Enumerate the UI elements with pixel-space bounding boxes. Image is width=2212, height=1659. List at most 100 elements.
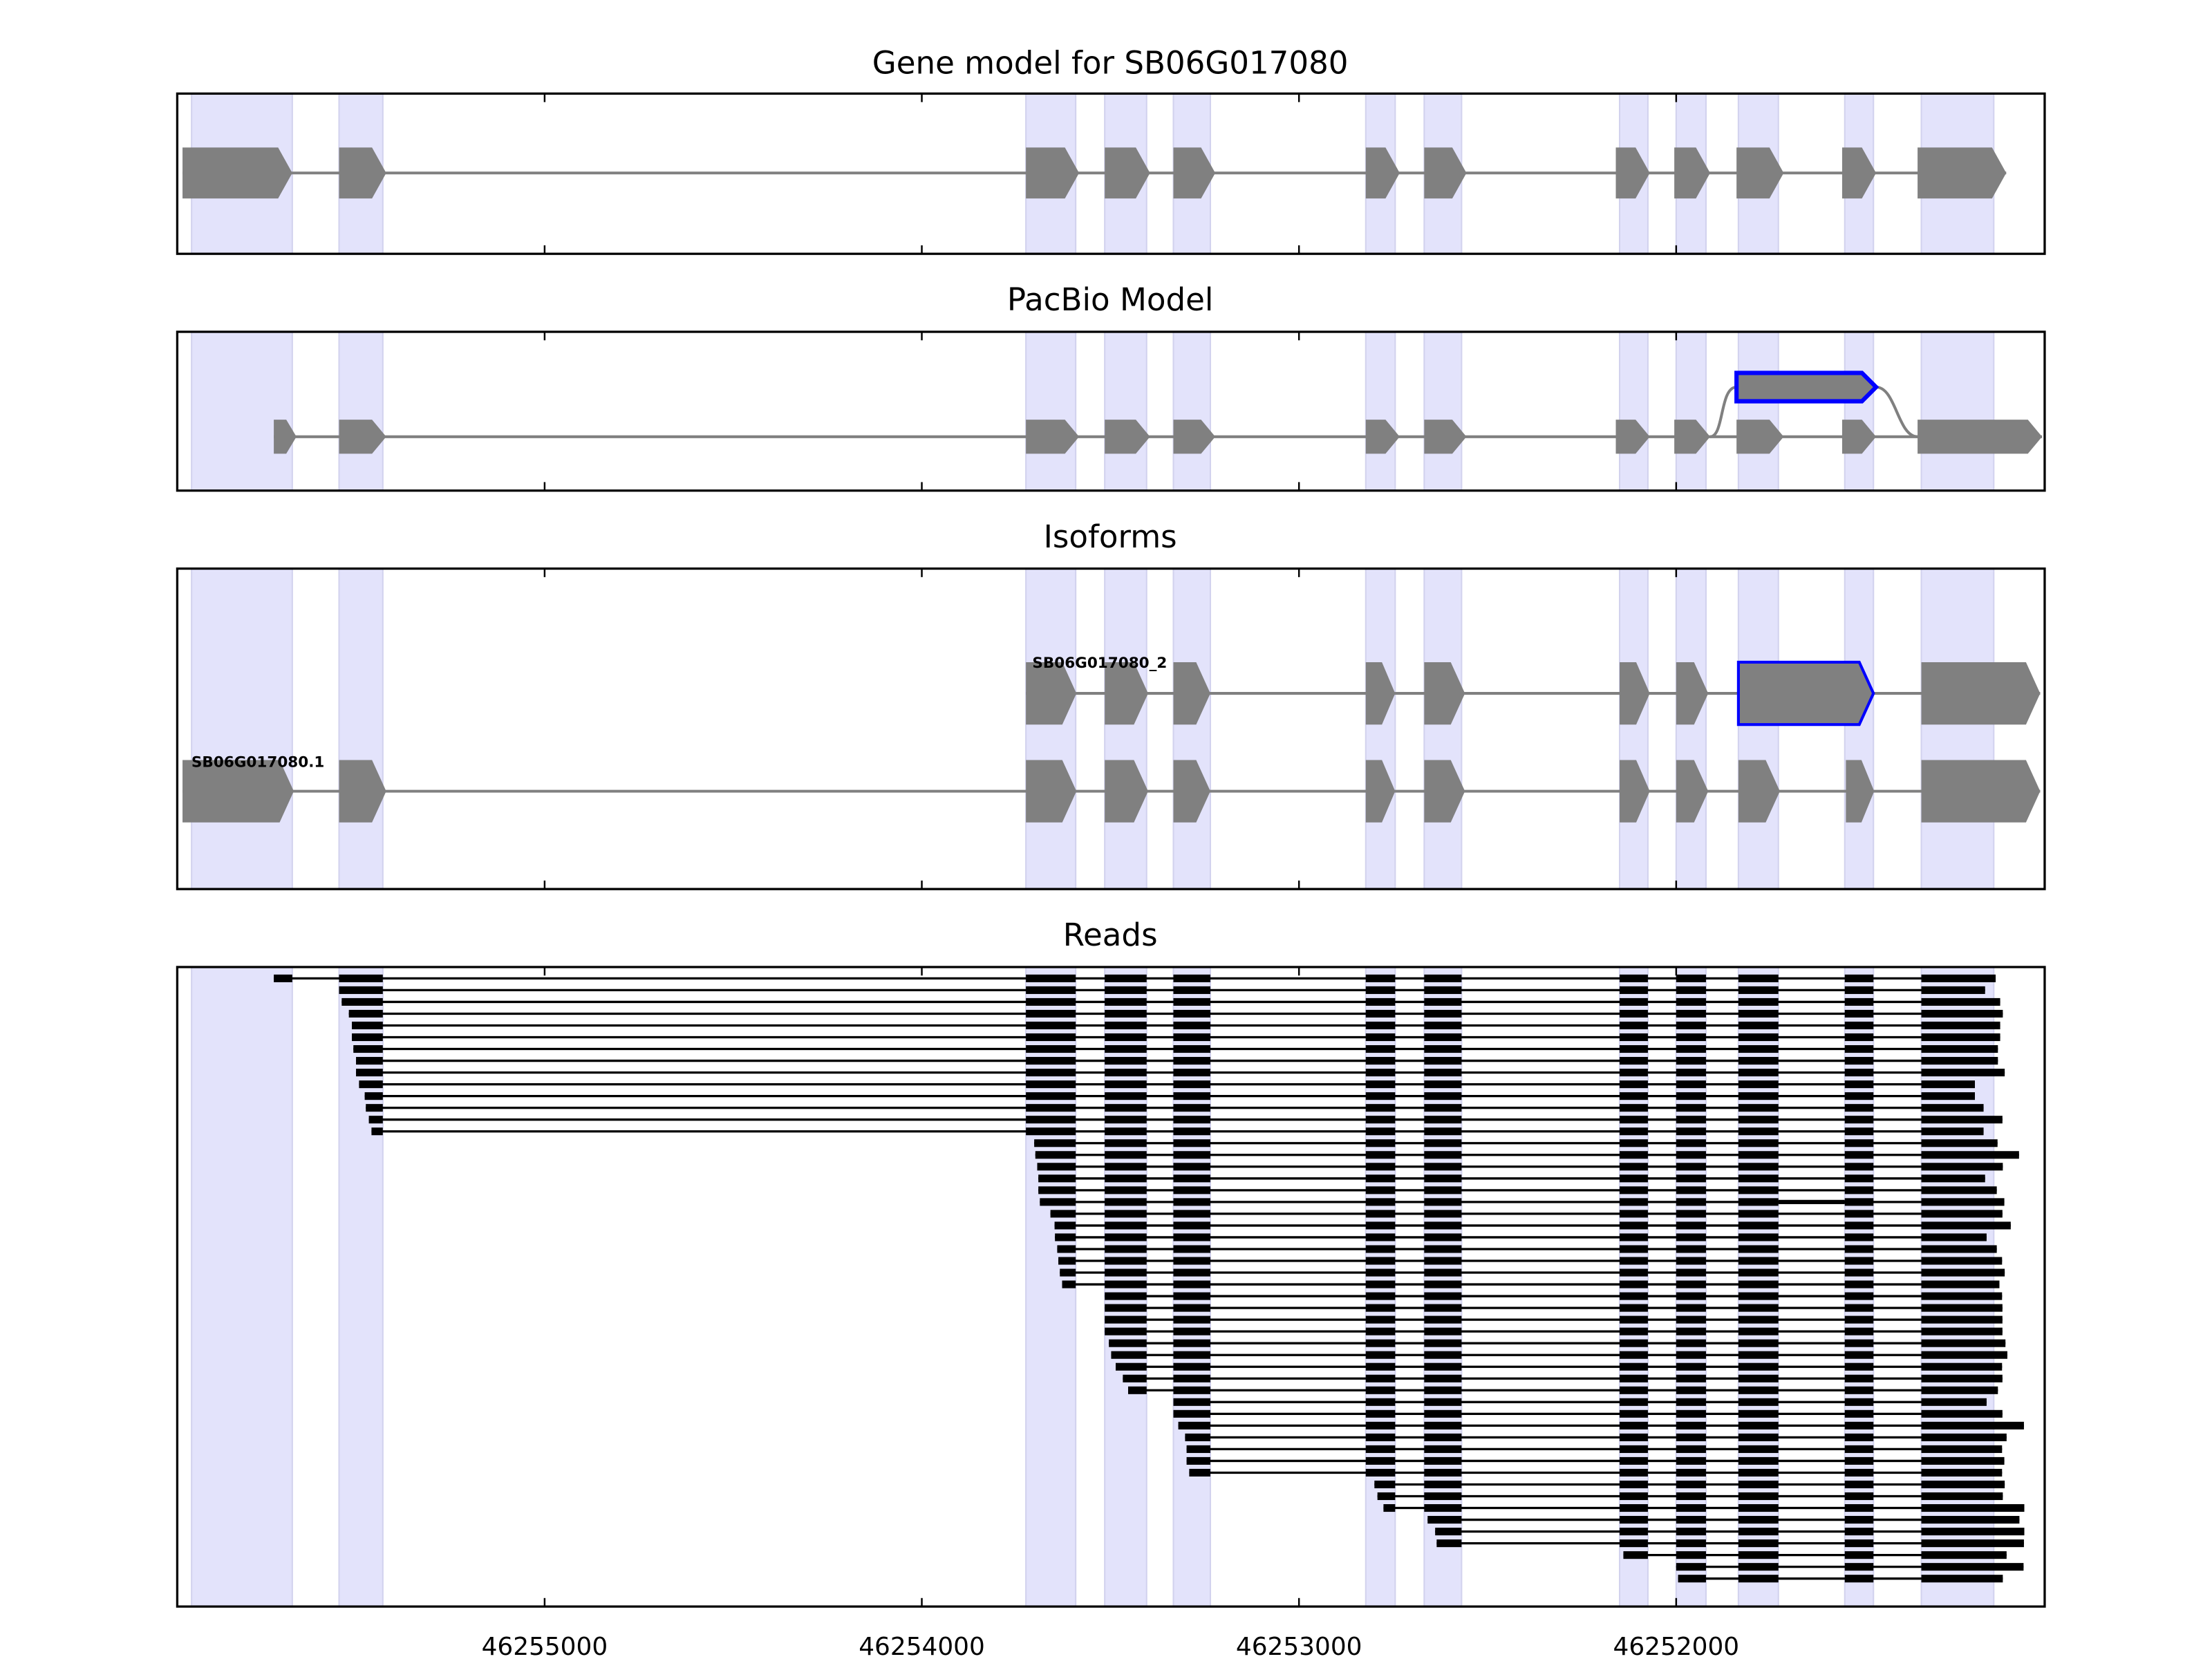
read-block — [1619, 1104, 1648, 1112]
read-block — [1173, 1151, 1210, 1159]
exon — [1365, 147, 1400, 199]
read-block — [1619, 1516, 1648, 1524]
read-block — [1676, 974, 1706, 982]
exon — [1365, 662, 1396, 725]
read-block — [1173, 1057, 1210, 1065]
read-block — [1424, 997, 1462, 1006]
read-block — [1365, 1456, 1396, 1465]
read-block — [1676, 1304, 1706, 1312]
read-block — [1676, 1528, 1706, 1536]
read-block — [1105, 1127, 1147, 1136]
exon-region-shade — [191, 330, 293, 491]
read-block — [1676, 1139, 1706, 1147]
read-block — [1365, 1104, 1396, 1112]
read-block — [1026, 1127, 1076, 1136]
read-block — [1738, 1257, 1779, 1265]
read-block — [1424, 1245, 1462, 1253]
read-block — [1921, 1127, 1984, 1136]
read-block — [1844, 1398, 1874, 1406]
read-block — [1365, 1445, 1396, 1453]
read-block — [1105, 1009, 1147, 1018]
read-block — [1365, 1139, 1396, 1147]
exon — [1026, 662, 1077, 725]
read-block — [1676, 1198, 1706, 1206]
read-block — [1424, 1292, 1462, 1300]
read-block — [1619, 1327, 1648, 1335]
read-block — [1738, 997, 1779, 1006]
x-tick-label: 46253000 — [1236, 1633, 1362, 1659]
read-block — [1844, 1151, 1874, 1159]
exon — [1918, 420, 2043, 454]
exon — [339, 147, 386, 199]
read-block — [1844, 1528, 1874, 1536]
read-block — [1921, 1468, 2003, 1477]
exon-region-shade — [1365, 330, 1396, 491]
read-block — [1365, 1268, 1396, 1277]
read-block — [1619, 1163, 1648, 1171]
exon-region-shade — [191, 966, 293, 1608]
read-block — [1424, 1351, 1462, 1359]
read-block — [353, 1045, 383, 1053]
read-block — [1105, 1139, 1147, 1147]
exon-region-shade — [1104, 330, 1147, 491]
read-block — [1026, 1021, 1076, 1030]
read-block — [1738, 1433, 1779, 1441]
read-block — [1189, 1468, 1210, 1477]
read-block — [1738, 1163, 1779, 1171]
read-block — [1738, 1198, 1779, 1206]
exon — [1615, 147, 1650, 199]
read-block — [1173, 1080, 1210, 1089]
read-block — [1844, 1468, 1874, 1477]
read-block — [1365, 1045, 1396, 1053]
read-block — [1424, 1468, 1462, 1477]
read-block — [1365, 1362, 1396, 1371]
read-block — [1619, 1280, 1648, 1288]
read-block — [1921, 1480, 2005, 1489]
read-block — [1921, 1174, 1985, 1183]
read-block — [1424, 1398, 1462, 1406]
read-block — [1676, 1092, 1706, 1100]
read-block — [1105, 1304, 1147, 1312]
read-block — [1738, 1351, 1779, 1359]
panel-title: Isoforms — [1044, 518, 1177, 555]
read-block — [1676, 1456, 1706, 1465]
read-block — [1676, 1292, 1706, 1300]
read-block — [1057, 1245, 1076, 1253]
read-block — [1026, 974, 1076, 982]
read-block — [1921, 1186, 1997, 1194]
read-block — [1619, 1080, 1648, 1089]
read-block — [1365, 1374, 1396, 1382]
read-block — [1105, 1233, 1147, 1241]
read-block — [1619, 1009, 1648, 1018]
read-block — [1619, 1292, 1648, 1300]
read-block — [1365, 1186, 1396, 1194]
read-block — [1424, 1186, 1462, 1194]
read-block — [1738, 1445, 1779, 1453]
read-block — [1173, 1186, 1210, 1194]
read-block — [1619, 1116, 1648, 1124]
read-block — [1365, 1304, 1396, 1312]
read-block — [1062, 1280, 1076, 1288]
read-block — [356, 1069, 383, 1077]
exon — [1615, 420, 1650, 454]
x-tick-label: 46255000 — [482, 1633, 608, 1659]
exon — [1173, 662, 1210, 725]
read-block — [1173, 1280, 1210, 1288]
read-block — [1738, 1575, 1779, 1583]
read-block — [1424, 1386, 1462, 1394]
read-block — [1844, 997, 1874, 1006]
read-block — [1619, 974, 1648, 982]
read-block — [1365, 997, 1396, 1006]
read-block — [352, 1033, 383, 1042]
read-block — [1921, 1504, 2025, 1512]
panel-frame — [176, 92, 2046, 255]
read-block — [1676, 1421, 1706, 1430]
read-block — [1365, 1280, 1396, 1288]
read-block — [1026, 1033, 1076, 1042]
exon — [1676, 662, 1709, 725]
read-block — [1844, 1069, 1874, 1077]
read-block — [1676, 1563, 1706, 1571]
gene-model-panel: Gene model for SB06G017080 — [176, 45, 2046, 255]
read-block — [1844, 1245, 1874, 1253]
read-block — [1424, 1233, 1462, 1241]
